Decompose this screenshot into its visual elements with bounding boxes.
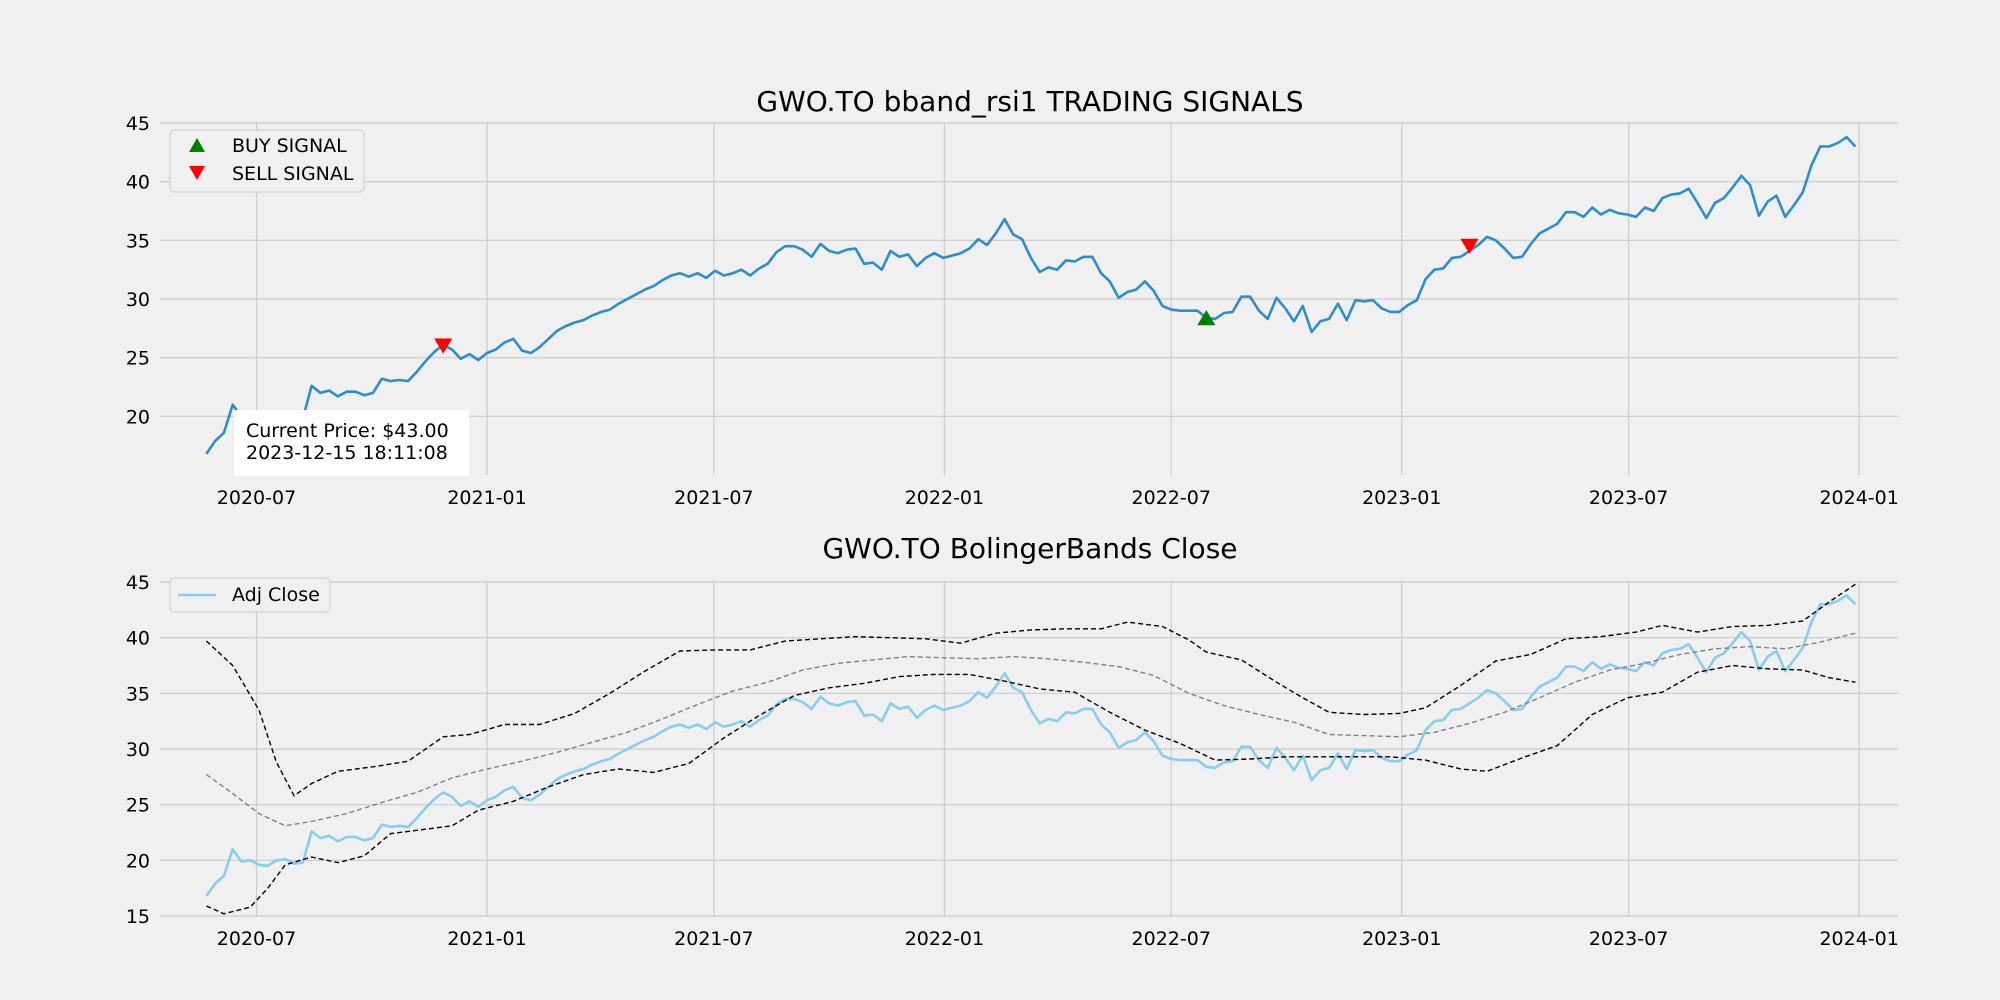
annotation-timestamp: 2023-12-15 18:11:08 [246,442,448,464]
y-tick-label: 45 [126,572,150,594]
y-tick-label: 20 [126,850,150,872]
lower-band-line [206,664,1856,915]
y-tick-label: 30 [126,289,150,311]
sell-signal-marker [434,338,453,354]
legend-box [169,129,365,193]
sell-signal-legend-marker [189,166,205,180]
x-tick-label: 2022-07 [1132,928,1211,950]
legend-sell-label: SELL SIGNAL [232,163,354,185]
buy-signal-legend-marker [189,138,205,152]
chart-title: GWO.TO BolingerBands Close [822,532,1237,565]
price-line [205,135,1857,455]
y-tick-label: 25 [126,348,150,370]
x-tick-label: 2021-07 [674,928,753,950]
x-tick-label: 2021-07 [674,487,753,509]
legend-buy-label: BUY SIGNAL [232,135,347,157]
x-tick-labels: 2020-07 2021-01 2021-07 2022-01 2022-07 2023-… [217,928,1899,950]
adj-close-line [205,594,1857,897]
y-tick-label: 45 [126,113,150,135]
x-tick-label: 2021-01 [447,928,526,950]
x-tick-label: 2024-01 [1819,487,1898,509]
sell-signal-marker [1460,238,1479,255]
y-tick-label: 15 [126,906,150,928]
x-tick-label: 2022-01 [905,487,984,509]
x-tick-label: 2023-07 [1589,487,1668,509]
y-tick-label: 30 [126,739,150,761]
series-group [205,583,1857,915]
legend-box [169,577,331,613]
annotation-price: Current Price: $43.00 [246,420,449,442]
y-tick-label: 35 [126,683,150,705]
x-tick-label: 2023-01 [1362,928,1441,950]
x-tick-label: 2023-01 [1362,487,1441,509]
x-tick-label: 2022-01 [905,928,984,950]
legend: Adj Close [169,577,331,613]
x-tick-labels: 2020-07 2021-01 2021-07 2022-01 2022-07 2023-… [217,487,1899,509]
legend: BUY SIGNAL SELL SIGNAL [169,129,365,193]
x-tick-label: 2020-07 [217,487,296,509]
x-tick-label: 2020-07 [217,928,296,950]
y-tick-label: 35 [126,230,150,252]
y-tick-label: 40 [126,628,150,650]
y-tick-label: 40 [126,172,150,194]
bollinger-bands-chart: GWO.TO BolingerBands Close 15 20 25 30 35 40 4… [126,532,1899,950]
y-tick-labels: 20 25 30 35 40 45 [126,113,150,428]
x-tick-label: 2021-01 [447,487,526,509]
signal-markers [434,238,1479,354]
grid-lines [160,581,1898,917]
y-tick-label: 20 [126,406,150,428]
x-tick-label: 2024-01 [1819,928,1898,950]
x-tick-label: 2022-07 [1132,487,1211,509]
y-tick-label: 25 [126,795,150,817]
series-group [205,135,1857,455]
middle-band-line [205,632,1856,827]
legend-adj-close-label: Adj Close [232,584,320,606]
buy-signal-marker [1197,309,1216,326]
annotation-box [234,410,469,476]
trading-signals-chart: GWO.TO bband_rsi1 TRADING SIGNALS 20 25 30… [126,85,1899,509]
y-tick-labels: 15 20 25 30 35 40 45 [126,572,150,928]
chart-title: GWO.TO bband_rsi1 TRADING SIGNALS [756,85,1303,118]
x-tick-label: 2023-07 [1589,928,1668,950]
current-price-annotation: Current Price: $43.00 2023-12-15 18:11:0… [234,410,469,476]
upper-band-line [205,583,1856,797]
